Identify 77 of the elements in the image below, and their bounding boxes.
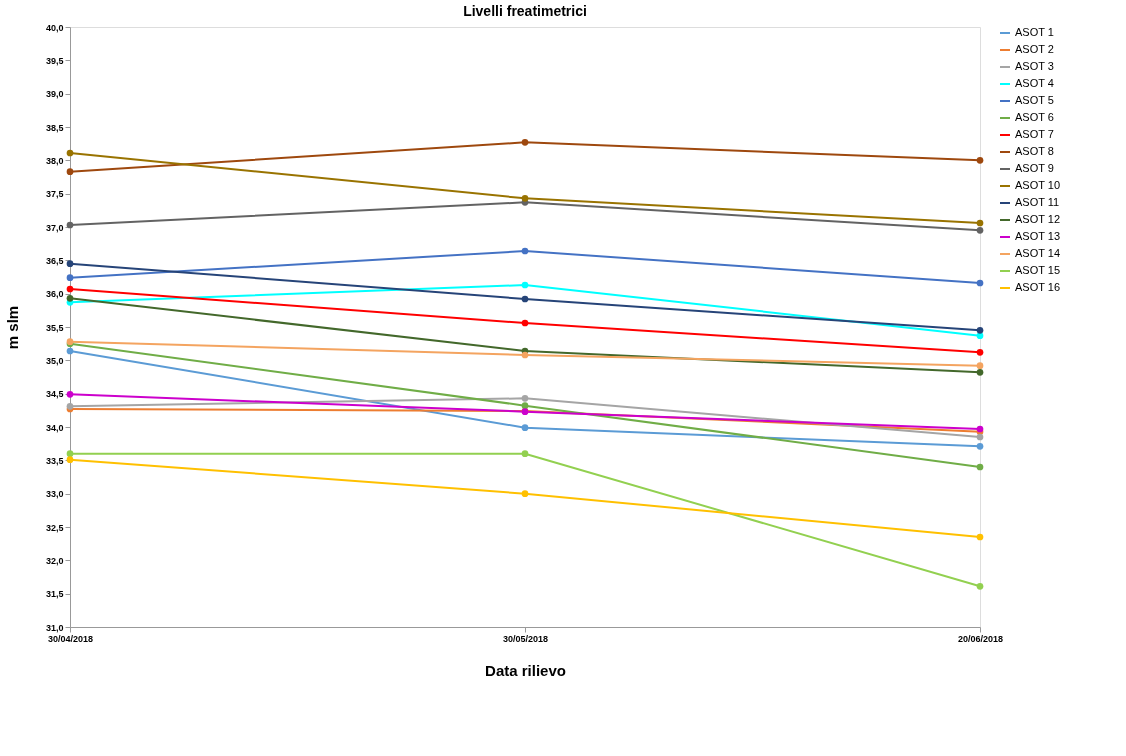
y-tick-label: 37,0 — [45, 222, 64, 233]
legend-label: ASOT 11 — [1015, 196, 1060, 208]
y-tick-label: 34,0 — [45, 422, 64, 433]
point — [976, 362, 984, 370]
y-tick-label: 38,0 — [45, 155, 64, 166]
y-tick-label: 33,5 — [45, 455, 64, 466]
legend-label: ASOT 16 — [1015, 281, 1061, 293]
point — [521, 319, 529, 327]
point — [521, 295, 529, 303]
legend-label: ASOT 14 — [1015, 247, 1061, 259]
point — [66, 294, 74, 302]
point — [521, 281, 529, 289]
point — [521, 394, 529, 402]
point — [521, 450, 529, 458]
y-tick-label: 37,5 — [45, 189, 64, 200]
point — [66, 168, 74, 176]
y-tick-label: 40,0 — [45, 22, 64, 33]
x-axis-title: Data rilievo — [485, 661, 566, 679]
point — [521, 402, 529, 410]
x-tick-label: 20/06/2018 — [957, 633, 1004, 644]
point — [521, 351, 529, 359]
legend-label: ASOT 7 — [1015, 128, 1054, 140]
point — [521, 247, 529, 255]
legend-label: ASOT 15 — [1015, 264, 1061, 276]
point — [66, 390, 74, 398]
y-tick-label: 35,0 — [45, 355, 64, 366]
x-tick-label: 30/04/2018 — [47, 633, 94, 644]
legend-label: ASOT 5 — [1015, 94, 1054, 106]
y-axis-title: m slm — [3, 305, 21, 350]
point — [66, 221, 74, 229]
point — [66, 274, 74, 282]
point — [66, 450, 74, 458]
legend-label: ASOT 1 — [1015, 26, 1054, 38]
point — [976, 156, 984, 164]
legend-label: ASOT 3 — [1015, 60, 1054, 72]
legend-label: ASOT 4 — [1015, 77, 1054, 89]
y-tick-label: 31,5 — [45, 589, 64, 600]
point — [976, 219, 984, 227]
legend-label: ASOT 10 — [1015, 179, 1061, 191]
point — [66, 285, 74, 293]
point — [976, 279, 984, 287]
point — [66, 260, 74, 268]
y-tick-label: 34,5 — [45, 389, 64, 400]
x-tick-label: 30/05/2018 — [502, 633, 549, 644]
legend-label: ASOT 12 — [1015, 213, 1061, 225]
point — [521, 424, 529, 432]
point — [976, 433, 984, 441]
y-tick-label: 35,5 — [45, 322, 64, 333]
legend-label: ASOT 8 — [1015, 145, 1054, 157]
y-tick-label: 36,0 — [45, 289, 64, 300]
point — [66, 149, 74, 157]
y-tick-label: 39,0 — [45, 89, 64, 100]
point — [976, 368, 984, 376]
point — [976, 533, 984, 541]
point — [976, 326, 984, 334]
point — [521, 194, 529, 202]
legend-label: ASOT 13 — [1015, 230, 1061, 242]
y-tick-label: 33,0 — [45, 489, 64, 500]
y-tick-label: 32,5 — [45, 522, 64, 533]
point — [976, 463, 984, 471]
y-tick-label: 32,0 — [45, 555, 64, 566]
y-tick-label: 39,5 — [45, 55, 64, 66]
point — [976, 442, 984, 450]
point — [66, 347, 74, 355]
point — [521, 138, 529, 146]
y-tick-label: 36,5 — [45, 255, 64, 266]
point — [976, 348, 984, 356]
chart-title: Livelli freatimetrici — [463, 3, 587, 19]
legend-label: ASOT 2 — [1015, 43, 1054, 55]
point — [521, 490, 529, 498]
y-tick-label: 38,5 — [45, 122, 64, 133]
point — [976, 582, 984, 590]
point — [976, 226, 984, 234]
y-tick-label: 31,0 — [45, 622, 64, 633]
legend-label: ASOT 9 — [1015, 162, 1054, 174]
point — [66, 456, 74, 464]
legend-label: ASOT 6 — [1015, 111, 1054, 123]
